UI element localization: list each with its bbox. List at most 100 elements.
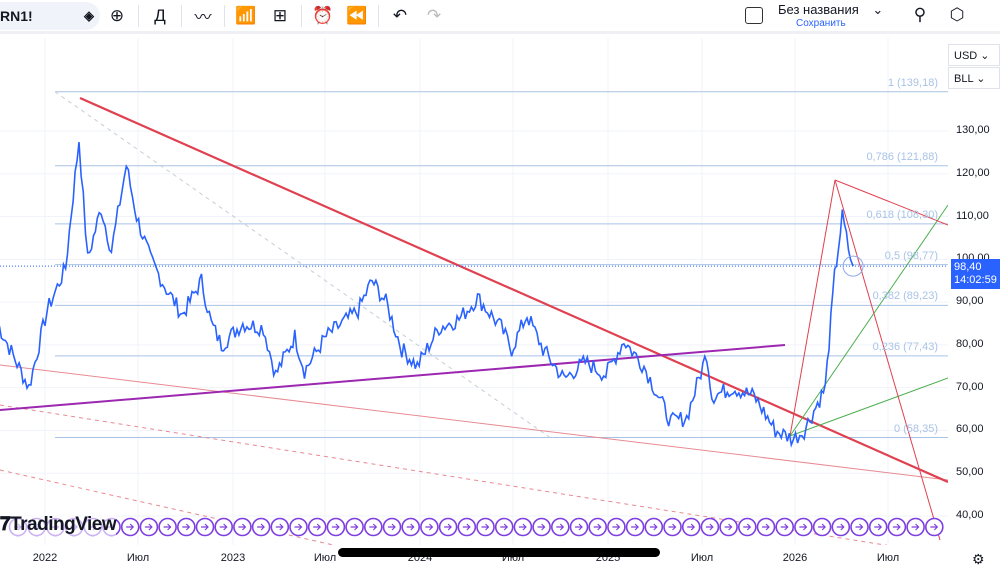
arrow-icon: [350, 523, 359, 531]
arrow-icon: [257, 523, 265, 531]
price-line: [0, 142, 854, 448]
fib-level-label: 0,618 (108,30): [866, 208, 938, 221]
last-price: 98,40: [954, 261, 982, 273]
fib-level-label: 0,786 (121,88): [866, 150, 938, 163]
arrow-icon: [537, 523, 546, 531]
fan-line: [789, 204, 948, 437]
axis-settings-icon[interactable]: ⚙: [972, 551, 985, 567]
symbol-search[interactable]: RN1! ◈: [0, 1, 100, 30]
arrow-icon: [313, 523, 322, 531]
arrow-icon: [836, 523, 845, 531]
diamond-icon[interactable]: ◈: [84, 7, 94, 23]
bar-countdown: 14:02:59: [954, 274, 997, 286]
x-tick-label: Июл: [313, 552, 337, 564]
arrow-icon: [331, 523, 340, 531]
arrow-icon: [481, 523, 490, 531]
x-tick-label: 2023: [220, 552, 246, 564]
arrow-icon: [556, 523, 565, 531]
divider: [301, 4, 302, 27]
arrow-icon: [163, 523, 172, 531]
pitch-line: [789, 179, 836, 437]
x-tick-label: Июл: [126, 552, 150, 564]
arrow-icon: [892, 523, 901, 531]
arrow-icon: [649, 523, 658, 531]
arrow-icon: [275, 523, 284, 531]
arrow-icon: [724, 523, 733, 531]
y-tick-label: 60,00: [956, 423, 984, 436]
arrow-icon: [818, 523, 826, 531]
y-tick-label: 70,00: [956, 380, 984, 393]
divider: [181, 4, 182, 27]
trendline-main: [79, 96, 948, 484]
divider: [138, 4, 139, 27]
arrow-icon: [874, 523, 883, 531]
arrow-icon: [762, 523, 770, 531]
layouts-icon[interactable]: ⊞: [272, 5, 288, 25]
arrow-icon: [911, 523, 920, 531]
indicators-icon[interactable]: 📶: [235, 5, 257, 25]
y-tick-label: 120,00: [956, 166, 990, 179]
arrow-icon: [144, 523, 153, 531]
pitch-line: [834, 179, 941, 541]
arrow-icon: [425, 523, 434, 531]
x-tick-label: Июл: [690, 552, 714, 564]
arrow-icon: [518, 523, 527, 531]
quick-search-icon[interactable]: ⚲: [913, 5, 927, 24]
arrow-icon: [631, 523, 639, 531]
line-chart-icon[interactable]: 〰: [194, 8, 212, 27]
arrow-icon: [687, 523, 696, 531]
arrow-icon: [500, 523, 509, 531]
arrow-icon: [182, 523, 191, 531]
y-tick-label: 80,00: [956, 337, 984, 350]
x-tick-label: 2022: [32, 552, 58, 564]
arrow-icon: [668, 523, 677, 531]
x-tick-label: Июл: [876, 552, 900, 564]
chevron-down-icon[interactable]: ⌄: [872, 2, 884, 17]
undo-icon[interactable]: ↶: [392, 5, 408, 25]
price-chart[interactable]: [0, 38, 948, 545]
settings-icon[interactable]: ⬡: [949, 5, 965, 24]
arrow-icon: [406, 523, 415, 531]
y-tick-label: 50,00: [956, 466, 984, 479]
arrow-icon: [743, 523, 752, 531]
arrow-icon: [388, 523, 396, 531]
trendline: [0, 364, 948, 481]
arrow-icon: [799, 523, 808, 531]
layout-title[interactable]: Без названия ⌄ Сохранить: [778, 3, 883, 31]
redo-icon[interactable]: ↷: [426, 5, 442, 25]
checkbox-icon[interactable]: [745, 7, 763, 24]
last-price-label: 98,40 14:02:59: [951, 259, 1000, 289]
divider: [224, 4, 225, 27]
save-link[interactable]: Сохранить: [796, 18, 846, 29]
arrow-icon: [705, 523, 714, 531]
divider: [378, 4, 379, 27]
tradingview-logo: 𝟕TradingView: [0, 514, 117, 536]
plus-circle-icon[interactable]: ⊕: [109, 5, 125, 25]
x-tick-label: 2026: [782, 552, 808, 564]
fib-level-label: 0 (58,35): [893, 422, 938, 435]
fib-level-label: 0,236 (77,43): [872, 340, 938, 353]
arrow-icon: [369, 523, 378, 531]
y-tick-label: 90,00: [956, 295, 984, 308]
logo-mark: 𝟕: [0, 514, 11, 535]
arrow-icon: [930, 523, 939, 531]
replay-icon[interactable]: ⏪: [346, 5, 368, 25]
y-tick-label: 110,00: [956, 209, 989, 222]
top-toolbar: RN1! ◈ ⊕ Д 〰 📶 ⊞ ⏰ ⏪ ↶ ↷: [0, 0, 1000, 34]
arrow-icon: [855, 523, 864, 531]
redaction-bar: [338, 548, 660, 557]
currency-select[interactable]: USD ⌄: [948, 44, 1000, 66]
layout-name: Без названия: [778, 2, 859, 17]
arrow-icon: [780, 523, 789, 531]
arrow-icon: [126, 523, 135, 531]
arrow-icon: [593, 523, 602, 531]
alert-icon[interactable]: ⏰: [312, 5, 334, 25]
fib-level-label: 0,5 (98,77): [884, 249, 938, 262]
arrow-icon: [575, 523, 583, 531]
fib-level-label: 0,382 (89,23): [872, 290, 938, 303]
interval-button[interactable]: Д: [154, 5, 166, 25]
arrow-icon: [612, 523, 621, 531]
unit-select[interactable]: BLL ⌄: [948, 67, 1000, 89]
cursor-circle: [842, 255, 864, 277]
arrow-icon: [201, 523, 209, 531]
